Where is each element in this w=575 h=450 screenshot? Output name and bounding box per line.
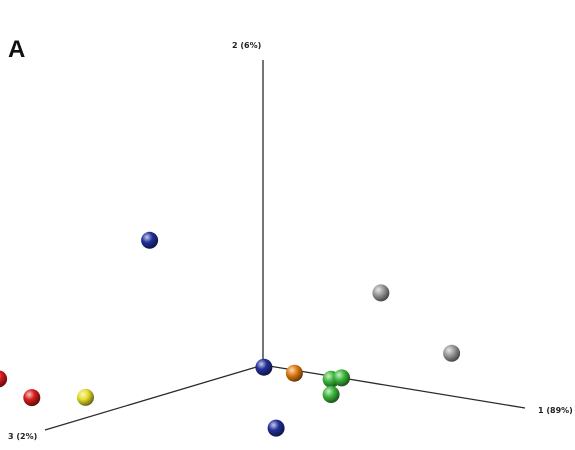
data-point-s2-p0: [141, 231, 159, 249]
data-point-s4-p2: [322, 386, 340, 403]
data-point-s5-p0: [372, 284, 390, 302]
data-points: [0, 231, 461, 437]
axis-1-label: 1 (89%): [538, 406, 573, 415]
data-point-s5-p1: [443, 344, 461, 362]
data-point-s3-p0: [285, 364, 303, 382]
data-point-s1-p0: [77, 388, 94, 406]
data-point-s0-p1: [0, 370, 8, 388]
axis-3-line: [44, 364, 264, 431]
data-point-s2-p1: [255, 358, 273, 376]
data-point-s2-p2: [267, 419, 285, 437]
axis-2-label: 2 (6%): [232, 41, 261, 50]
axis-1-line: [262, 364, 526, 409]
data-point-s0-p2: [23, 389, 41, 407]
data-point-s4-p1: [333, 369, 351, 387]
axis-3-label: 3 (2%): [8, 432, 37, 441]
panel-label: A: [8, 36, 25, 63]
